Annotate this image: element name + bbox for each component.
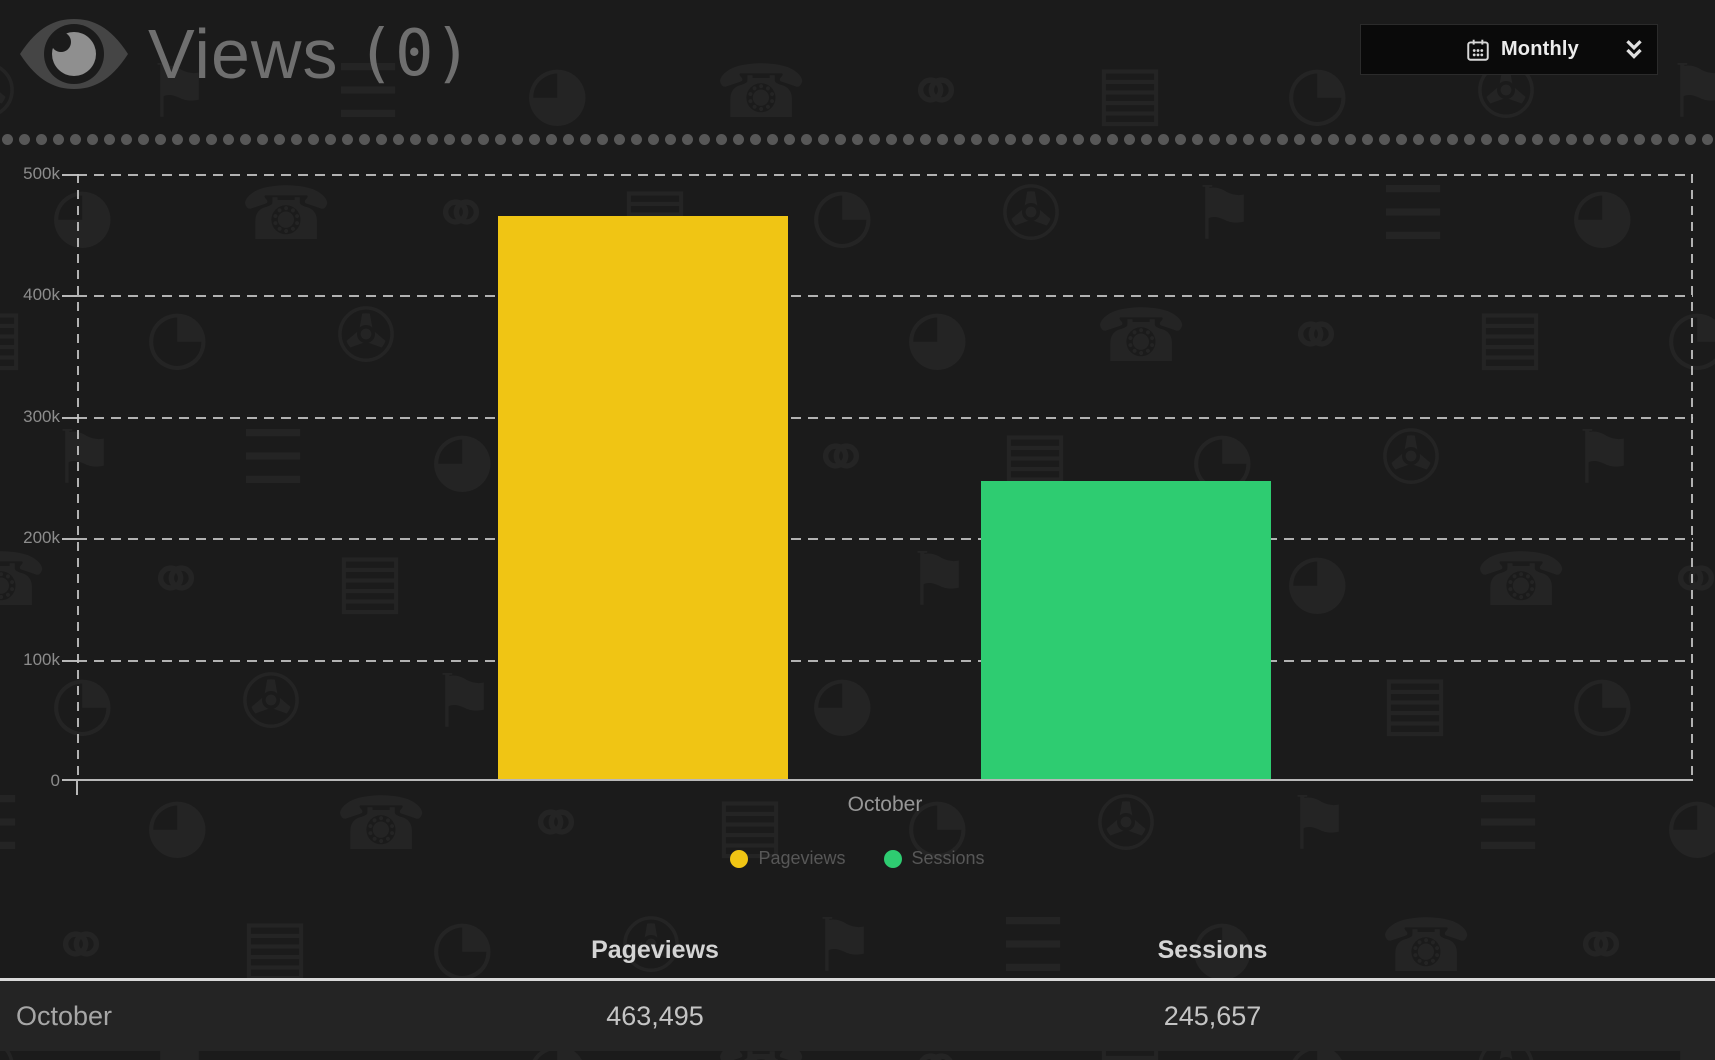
pageviews-bar[interactable] xyxy=(498,216,788,779)
legend-item-pageviews[interactable]: Pageviews xyxy=(730,848,846,869)
x-axis-line xyxy=(62,779,1693,781)
row-pageviews-value: 463,495 xyxy=(606,1000,704,1031)
y-axis-label: 0 xyxy=(50,771,60,790)
stats-table-header: Pageviews Sessions xyxy=(0,922,1715,978)
pageviews-column-header: Pageviews xyxy=(591,935,719,964)
sessions-column-header: Sessions xyxy=(1157,935,1268,964)
table-row: October 463,495 245,657 xyxy=(0,978,1715,1051)
y-axis-line xyxy=(77,174,79,779)
calendar-icon xyxy=(1467,39,1489,61)
y-axis-label: 100k xyxy=(23,649,60,669)
plot-right-border xyxy=(1691,174,1693,779)
title-count: (0) xyxy=(356,17,473,91)
y-tick-100k xyxy=(62,659,77,662)
period-selector-label: Monthly xyxy=(1500,38,1579,60)
eye-icon xyxy=(20,19,128,89)
stats-table: Pageviews Sessions October 463,495 245,6… xyxy=(0,922,1715,1051)
page-title: Views (0) xyxy=(18,14,472,94)
pageviews-legend-dot xyxy=(730,849,749,868)
pageviews-legend-label: Pageviews xyxy=(758,848,846,868)
y-axis-label: 500k xyxy=(23,164,60,183)
y-tick-300k xyxy=(62,416,77,419)
y-axis-label: 200k xyxy=(23,528,60,548)
y-tick-400k xyxy=(62,295,77,298)
row-month-label: October xyxy=(16,1000,113,1031)
sessions-legend-label: Sessions xyxy=(911,848,985,868)
y-axis-label: 300k xyxy=(23,406,60,426)
chart-legend: Pageviews Sessions xyxy=(0,848,1715,869)
gridline-200k xyxy=(77,538,1693,541)
bar-chart: 500k 400k 300k 200k 100k 0 October xyxy=(23,164,1693,816)
title-text: Views xyxy=(148,15,339,93)
y-axis-label: 400k xyxy=(23,285,60,305)
double-chevron-down-icon xyxy=(1626,39,1642,59)
gridline-100k xyxy=(77,659,1693,662)
gridline-300k xyxy=(77,416,1693,419)
period-selector-button[interactable]: Monthly xyxy=(1360,24,1658,75)
x-axis-category-label: October xyxy=(847,793,923,816)
dotted-divider xyxy=(0,134,1715,146)
row-sessions-value: 245,657 xyxy=(1163,1000,1262,1031)
gridline-500k xyxy=(77,174,1693,176)
x-axis-tick xyxy=(76,781,78,795)
y-tick-500k xyxy=(62,174,77,176)
sessions-legend-dot xyxy=(883,849,902,868)
gridline-400k xyxy=(77,295,1693,298)
header: Views (0) Monthly xyxy=(0,0,1715,120)
y-tick-200k xyxy=(62,538,77,541)
sessions-bar[interactable] xyxy=(981,480,1271,779)
legend-item-sessions[interactable]: Sessions xyxy=(883,848,985,869)
